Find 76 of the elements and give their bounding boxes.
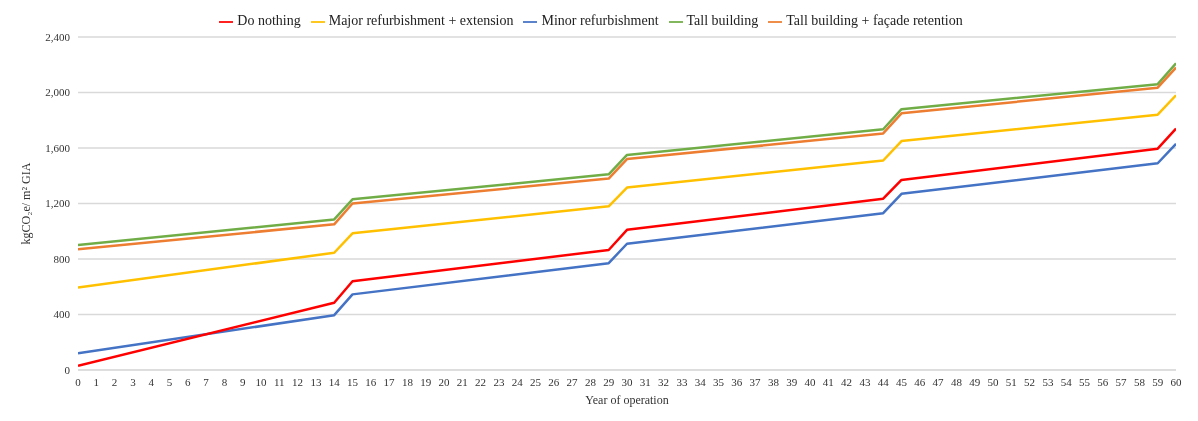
- x-tick-label: 2: [111, 375, 118, 388]
- x-tick-label: 49: [969, 375, 981, 388]
- y-tick-label: 0: [64, 363, 71, 376]
- y-tick-label: 400: [53, 308, 71, 321]
- x-tick-label: 59: [1152, 375, 1164, 388]
- x-tick-label: 50: [987, 375, 999, 388]
- x-tick-label: 53: [1042, 375, 1054, 388]
- x-tick-label: 44: [877, 375, 890, 388]
- x-tick-label: 11: [274, 375, 285, 388]
- x-axis-title: Year of operation: [585, 393, 669, 407]
- x-tick-label: 37: [749, 375, 762, 388]
- x-tick-label: 15: [347, 375, 359, 388]
- y-tick-label: 2,000: [45, 86, 71, 99]
- x-tick-label: 45: [896, 375, 908, 388]
- x-tick-label: 38: [767, 375, 780, 388]
- legend-label: Do nothing: [237, 13, 301, 28]
- line-series: [78, 94, 1176, 289]
- x-tick-label: 33: [676, 375, 688, 388]
- x-tick-label: 7: [203, 375, 210, 388]
- x-tick-label: 4: [148, 375, 155, 388]
- x-tick-label: 23: [493, 375, 505, 388]
- x-tick-label: 40: [804, 375, 816, 388]
- y-axis-title: kgCO₂e/ m² GIA: [19, 162, 33, 245]
- x-tick-label: 42: [841, 375, 853, 388]
- x-tick-label: 19: [420, 375, 432, 388]
- x-tick-label: 46: [914, 375, 926, 388]
- x-tick-label: 41: [822, 375, 834, 388]
- x-tick-label: 20: [438, 375, 450, 388]
- x-tick-label: 47: [932, 375, 945, 388]
- x-tick-label: 56: [1097, 375, 1109, 388]
- x-tick-label: 36: [731, 375, 743, 388]
- x-tick-label: 60: [1170, 375, 1182, 388]
- y-tick-label: 1,600: [45, 141, 71, 154]
- legend-label: Major refurbishment + extension: [328, 13, 514, 28]
- x-tick-label: 48: [950, 375, 963, 388]
- legend-label: Tall building: [686, 13, 759, 28]
- x-tick-label: 10: [255, 375, 267, 388]
- x-tick-label: 22: [475, 375, 487, 388]
- x-tick-label: 9: [239, 375, 246, 388]
- x-tick-label: 18: [401, 375, 414, 388]
- x-tick-label: 14: [328, 375, 341, 388]
- x-tick-label: 28: [584, 375, 597, 388]
- y-tick-label: 1,200: [45, 197, 71, 210]
- x-tick-label: 52: [1024, 375, 1036, 388]
- x-tick-label: 0: [75, 375, 82, 388]
- x-tick-label: 39: [786, 375, 798, 388]
- x-tick-label: 58: [1133, 375, 1146, 388]
- x-tick-label: 6: [185, 375, 192, 388]
- x-tick-label: 51: [1005, 375, 1017, 388]
- x-tick-label: 1: [93, 375, 100, 388]
- x-tick-label: 35: [713, 375, 725, 388]
- x-tick-label: 13: [310, 375, 322, 388]
- x-tick-label: 31: [639, 375, 651, 388]
- x-tick-label: 29: [603, 375, 615, 388]
- x-tick-label: 55: [1079, 375, 1091, 388]
- x-tick-label: 32: [658, 375, 670, 388]
- x-tick-label: 12: [292, 375, 304, 388]
- x-tick-label: 26: [548, 375, 560, 388]
- x-tick-label: 25: [530, 375, 542, 388]
- x-tick-label: 27: [566, 375, 579, 388]
- x-tick-label: 5: [166, 375, 173, 388]
- legend-label: Minor refurbishment: [541, 13, 659, 28]
- x-tick-label: 34: [694, 375, 707, 388]
- y-tick-label: 800: [53, 252, 71, 265]
- x-tick-label: 24: [511, 375, 524, 388]
- x-tick-label: 54: [1060, 375, 1073, 388]
- x-tick-label: 57: [1115, 375, 1128, 388]
- legend-label: Tall building + façade retention: [786, 13, 963, 28]
- x-tick-label: 21: [456, 375, 468, 388]
- x-tick-label: 16: [365, 375, 377, 388]
- y-tick-label: 2,400: [45, 30, 71, 43]
- x-tick-label: 3: [130, 375, 137, 388]
- x-tick-label: 17: [383, 375, 396, 388]
- x-tick-label: 8: [221, 375, 228, 388]
- x-tick-label: 30: [621, 375, 633, 388]
- x-tick-label: 43: [859, 375, 871, 388]
